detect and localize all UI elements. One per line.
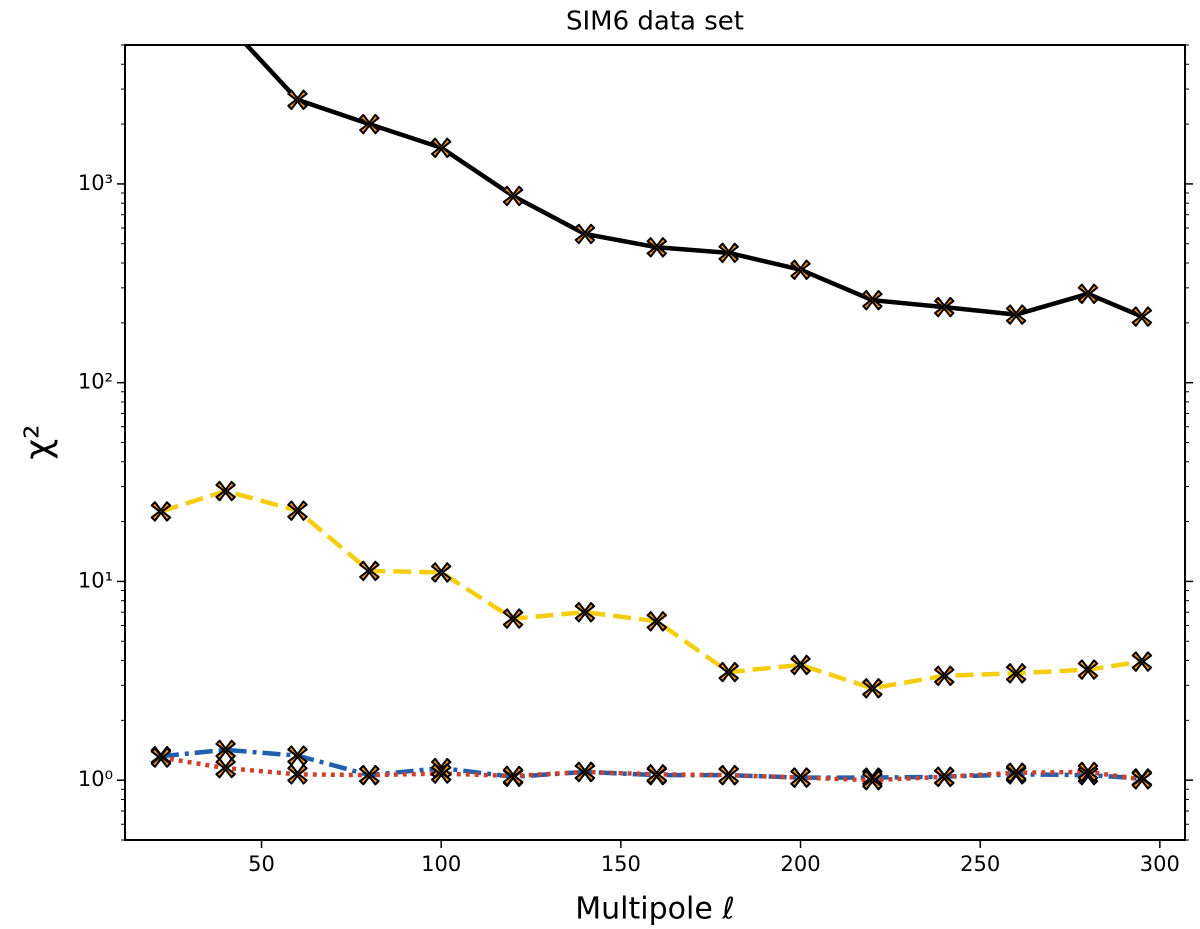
marker <box>1131 651 1153 672</box>
marker <box>574 223 596 245</box>
marker <box>287 89 308 111</box>
marker <box>215 757 236 779</box>
x-tick-label: 100 <box>421 852 461 876</box>
plot-frame <box>124 44 1186 841</box>
chart-title: SIM6 data set <box>566 7 744 37</box>
series-line <box>160 488 1143 691</box>
marker <box>1131 306 1153 327</box>
marker <box>150 747 172 768</box>
marker <box>934 766 955 787</box>
marker <box>1005 762 1027 783</box>
marker <box>359 113 380 135</box>
x-axis-label: Multipole ℓ <box>575 892 734 927</box>
marker <box>646 237 668 258</box>
marker <box>502 608 524 629</box>
series-line <box>160 747 1143 781</box>
marker <box>718 764 739 786</box>
marker <box>1077 283 1099 305</box>
marker <box>574 761 596 783</box>
marker <box>287 500 308 521</box>
marker <box>1131 769 1153 790</box>
marker <box>1077 659 1099 680</box>
marker <box>287 764 308 785</box>
marker <box>934 665 955 687</box>
marker <box>150 501 172 522</box>
marker <box>934 296 955 318</box>
marker <box>215 480 236 502</box>
marker <box>790 767 811 788</box>
series-line <box>243 45 1143 319</box>
marker <box>430 137 452 158</box>
y-axis-label: χ² <box>18 424 59 459</box>
marker <box>359 560 380 582</box>
y-tick-label: 10⁰ <box>78 767 113 791</box>
marker <box>1077 761 1099 783</box>
marker <box>502 765 524 787</box>
marker <box>862 678 883 699</box>
marker <box>359 764 380 786</box>
x-tick-label: 200 <box>780 852 820 876</box>
y-tick-label: 10³ <box>78 171 113 195</box>
marker <box>430 763 452 784</box>
marker <box>1005 304 1027 325</box>
marker <box>502 185 524 207</box>
y-tick-label: 10¹ <box>78 568 113 592</box>
x-tick-label: 150 <box>601 852 641 876</box>
marker <box>718 661 739 683</box>
marker <box>646 611 668 632</box>
marker <box>574 601 596 623</box>
marker <box>862 289 883 311</box>
x-tick-label: 250 <box>960 852 1000 876</box>
y-tick-label: 10² <box>78 370 113 394</box>
marker <box>1005 663 1027 684</box>
marker <box>718 242 739 264</box>
marker <box>790 259 811 280</box>
marker <box>646 764 668 785</box>
marker <box>862 769 883 791</box>
plot-area <box>150 13 1153 791</box>
x-tick-label: 50 <box>248 852 275 876</box>
marker <box>430 562 452 583</box>
x-tick-label: 300 <box>1140 852 1180 876</box>
marker <box>790 654 811 676</box>
marker <box>216 13 234 31</box>
